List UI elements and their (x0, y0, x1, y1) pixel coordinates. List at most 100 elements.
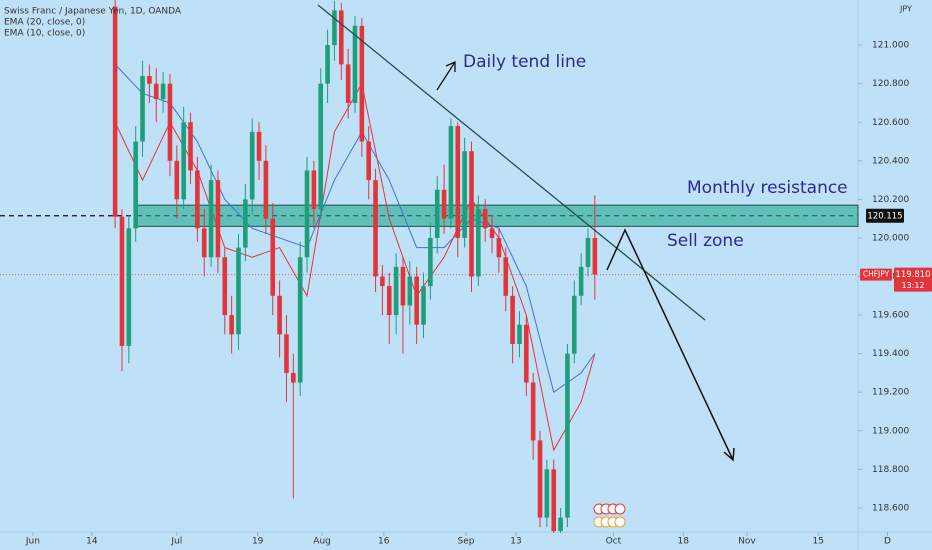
candle-body (585, 237, 591, 267)
currency: JPY (899, 5, 912, 14)
candle-body (510, 295, 515, 344)
x-tick-label: 14 (86, 537, 98, 547)
candle-body (291, 372, 296, 383)
legend-entry: EMA (20, close, 0) (4, 18, 85, 28)
candle-body (304, 170, 310, 258)
x-tick-label: 15 (813, 537, 824, 547)
candle-body (174, 160, 180, 200)
candle-body (496, 237, 502, 258)
candle-body (284, 334, 289, 373)
x-tick-label: Jun (25, 537, 40, 547)
candle-body (188, 122, 193, 171)
annotation: Sell zone (667, 231, 744, 251)
y-tick-label: 120.800 (872, 79, 909, 89)
x-tick-label: Nov (738, 537, 756, 547)
candle-body (195, 170, 200, 229)
x-tick-label: Sep (458, 537, 475, 547)
candle-body (133, 141, 138, 229)
candle-body (414, 276, 419, 325)
resistance-tag (866, 208, 904, 223)
candle-body (476, 209, 481, 277)
candle-body (469, 151, 474, 277)
candle-body (208, 180, 214, 258)
candle-body (249, 131, 255, 200)
chart-title: Swiss Franc / Japanese Yen, 1D, OANDA (4, 7, 182, 17)
candle-body (578, 266, 584, 296)
candle-body (448, 126, 454, 219)
candle-body (565, 353, 570, 518)
legend-entry: EMA (10, close, 0) (4, 29, 85, 39)
candle-body (256, 131, 262, 161)
arrow-head (445, 60, 456, 72)
annotation: Daily tend line (463, 52, 586, 72)
candle-body (222, 257, 228, 316)
candle-body (482, 209, 488, 229)
candle-body (544, 469, 550, 518)
price-tag (894, 267, 932, 292)
x-tick-label: 16 (378, 537, 390, 547)
event-icons (593, 503, 626, 528)
candle-body (229, 315, 234, 335)
plot (0, 0, 859, 533)
arrow (436, 61, 456, 91)
y-tick-label: 119.400 (872, 349, 909, 359)
candle-body (524, 324, 529, 383)
y-tick-label: 119.000 (872, 426, 909, 436)
candle-body (147, 75, 152, 84)
x-tick-label: Aug (313, 537, 331, 547)
candle-body (373, 180, 378, 277)
annotation: Monthly resistance (687, 178, 848, 198)
x-tick-label: D (884, 537, 891, 547)
candle-body (455, 126, 461, 238)
candle-body (318, 83, 324, 210)
y-tick-label: 120.200 (872, 195, 909, 205)
x-tick-label: Jul (170, 537, 182, 547)
candle-body (489, 228, 495, 238)
candle-body (393, 266, 399, 316)
x-tick-label: Oct (606, 537, 622, 547)
sell-path (606, 228, 734, 461)
candle-body (352, 25, 358, 103)
candle-body (270, 218, 276, 296)
candle-body (530, 382, 536, 441)
candle-body (558, 517, 563, 532)
candle-body (215, 180, 221, 258)
candle-body (571, 295, 577, 354)
candle-body (441, 189, 447, 219)
y-tick-label: 120.600 (872, 118, 909, 128)
y-tick-label: 118.600 (872, 503, 909, 513)
candle-body (263, 160, 269, 219)
candle-body (345, 64, 351, 103)
y-tick-label: 120.400 (872, 156, 909, 166)
candle-body (119, 216, 125, 346)
candle-body (386, 286, 392, 316)
symbol-label: CHFJPY (863, 270, 890, 279)
y-tick-label: 119.200 (872, 388, 909, 398)
candle-body (311, 170, 317, 210)
candle-body (462, 151, 467, 238)
x-tick-label: 18 (678, 537, 690, 547)
candle-body (332, 10, 337, 46)
y-tick-label: 120.000 (872, 233, 909, 243)
candle-body (181, 122, 186, 200)
candle-body (153, 83, 159, 100)
candle-body (167, 83, 173, 161)
y-tick-label: 121.000 (872, 41, 909, 51)
candle-body (325, 45, 330, 84)
candle-body (236, 247, 241, 335)
candle-body (503, 257, 509, 296)
candle-body (400, 266, 406, 306)
candle-body (537, 440, 543, 518)
candle-body (243, 199, 248, 248)
candle-body (517, 324, 522, 344)
candle-body (428, 237, 433, 287)
candle-body (338, 10, 344, 65)
candle-body (592, 237, 598, 275)
y-tick-label: 119.600 (872, 311, 909, 321)
x-tick-label: 19 (252, 537, 264, 547)
y-tick-label: 118.800 (872, 465, 909, 475)
candle-body (366, 141, 371, 181)
candle-body (140, 75, 145, 142)
candle-body (407, 276, 413, 306)
